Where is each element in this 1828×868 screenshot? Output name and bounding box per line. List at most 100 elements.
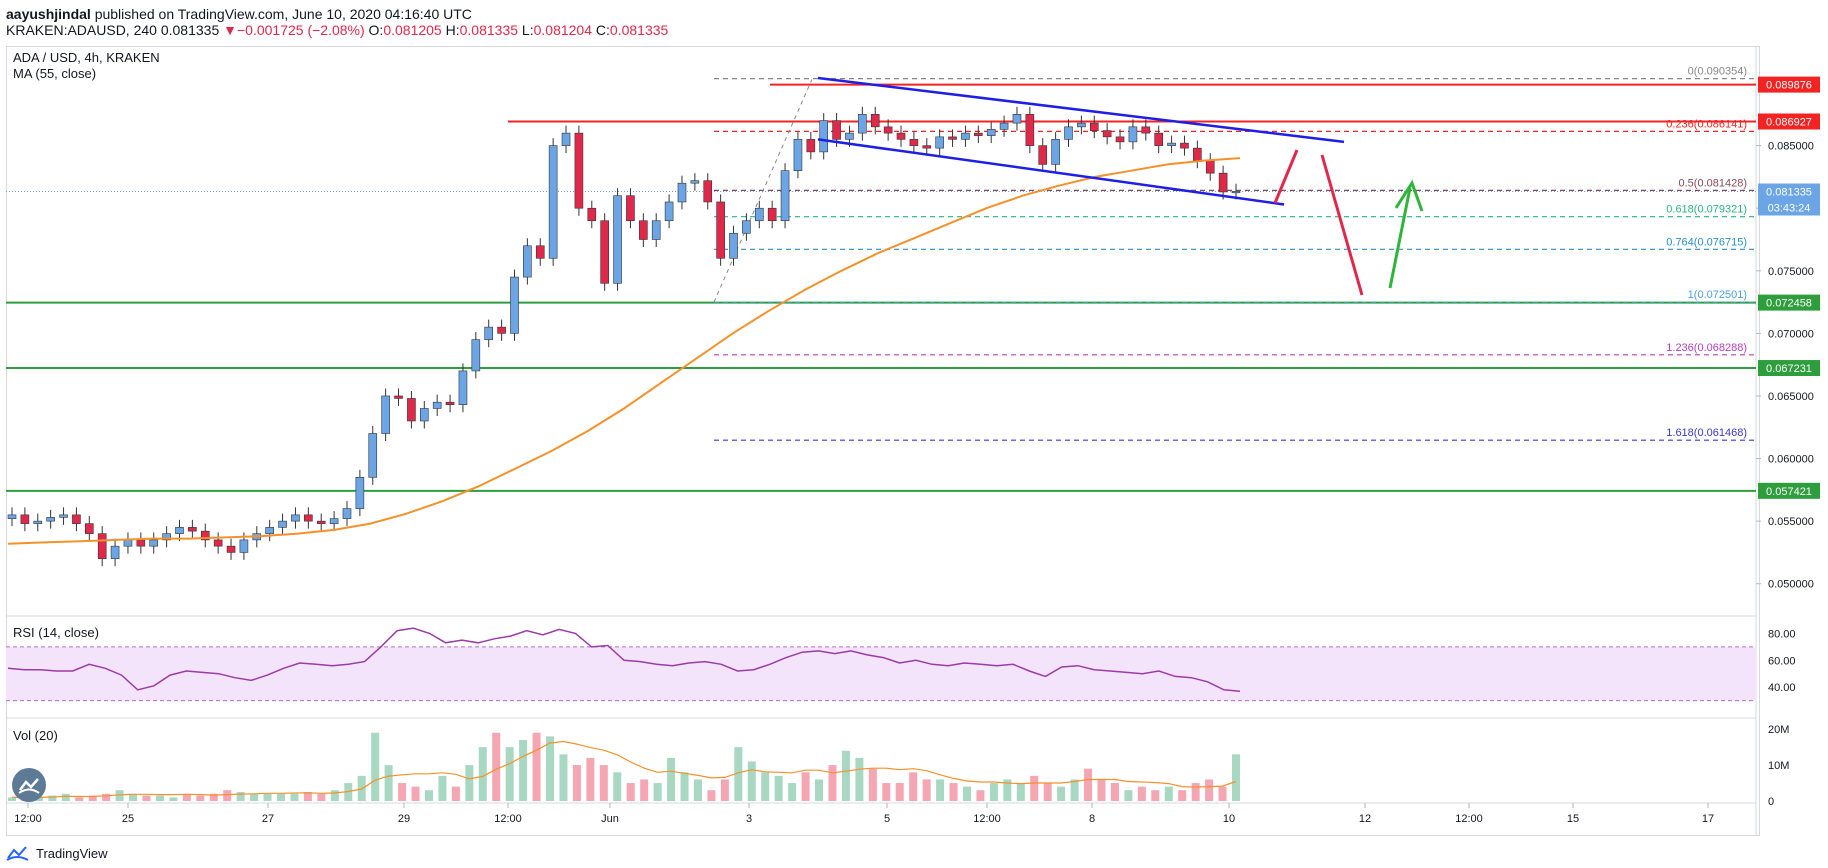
volume-bar [546,736,555,801]
green-arrow-head-icon [1394,179,1424,212]
volume-bar [1178,790,1187,801]
volume-bar [465,765,474,801]
candle-down [226,545,236,553]
candle-up [342,508,352,519]
volume-bar [989,783,998,801]
candle-up [59,514,68,518]
candle-up [690,180,700,184]
volume-bar [330,790,339,801]
volume-tick-label: 0 [1768,796,1774,808]
candle-up [664,201,674,222]
volume-bar [1110,783,1119,801]
volume-pane-title[interactable]: Vol (20) [13,728,58,743]
volume-bar [1043,783,1052,801]
candle-down [626,195,635,222]
candle-up [175,527,184,534]
candle-up [265,527,274,534]
candle-down [97,533,107,559]
volume-bar [384,765,393,801]
price-label-text: 0.067231 [1766,363,1812,375]
candle-up [1128,126,1138,143]
volume-bar [1016,783,1025,801]
rsi-pane-title[interactable]: RSI (14, close) [13,625,99,640]
low-label: L: [521,22,534,38]
price-label-box [1758,482,1820,499]
y-tick-label: 0.085000 [1768,141,1814,153]
volume-bar [1164,786,1173,801]
volume-bar [1003,779,1012,801]
candle-down [703,180,713,203]
last-price: 0.081335 [160,22,220,38]
price-label-box [1758,360,1820,377]
candle-down [767,207,777,222]
high-value: 0.081335 [459,22,519,38]
volume-bar [277,793,286,801]
volume-bar [492,732,501,801]
x-tick-label: 8 [1089,813,1095,825]
candle-up [149,539,159,547]
fib-level-label: 0.236(0.086141) [1666,118,1747,130]
candle-up [355,477,365,509]
candle-down [1180,142,1189,149]
candle-up [419,408,429,422]
x-tick-label: 10 [1223,813,1235,825]
volume-bar [720,779,729,801]
publish-line: aayushjindal published on TradingView.co… [6,4,472,24]
volume-bar [250,793,259,801]
price-label-text: 0.086927 [1766,117,1812,129]
ohlc-line: KRAKEN:ADAUSD, 240 0.081335 ▼−0.001725 (… [6,20,668,40]
volume-bar [115,790,124,801]
chart-frame [6,46,1760,836]
candle-up [999,122,1009,130]
candle-up [986,129,996,136]
candle-up [548,145,558,259]
x-tick-label: 12:00 [973,813,1001,825]
candle-up [510,276,519,334]
price-label-text: 0.057421 [1766,486,1812,498]
candle-down [1102,130,1112,138]
volume-bar [882,783,891,801]
volume-bar [936,779,945,801]
candle-down [948,136,957,140]
volume-bar [1030,775,1039,801]
candle-up [7,514,17,519]
candle-up [729,232,738,259]
volume-bar [223,790,232,801]
candle-down [1038,145,1048,165]
volume-bar [586,757,595,801]
volume-bar [169,797,178,801]
symbol-label: KRAKEN:ADAUSD, 240 [6,22,157,38]
candle-up [46,517,55,522]
volume-bar [263,793,272,801]
price-label-text: 0.072458 [1766,298,1812,310]
candle-down [316,520,326,524]
rsi-tick-label: 80.00 [1768,628,1796,640]
volume-bar [976,790,985,801]
x-tick-label: 27 [262,813,274,825]
volume-bar [761,772,770,801]
candle-up [368,433,378,478]
candle-down [1193,147,1202,161]
tradingview-badge-icon[interactable] [12,768,46,802]
ma-indicator-label[interactable]: MA (55, close) [13,66,97,81]
volume-bar [1151,790,1160,801]
x-tick-label: 15 [1567,813,1579,825]
volume-bar [8,797,16,801]
candle-up [754,207,764,222]
volume-bar [895,783,904,801]
author-name[interactable]: aayushjindal [6,6,91,22]
volume-bar [828,765,837,801]
open-value: 0.081205 [383,22,442,38]
volume-tick-label: 10M [1768,760,1789,772]
candle-down [883,126,893,134]
volume-bar [424,790,433,801]
y-tick-label: 0.050000 [1768,579,1814,591]
volume-bar [1124,790,1133,801]
price-label-box [1758,294,1820,311]
candle-up [162,533,171,541]
tradingview-logo-icon [6,846,29,861]
volume-bar [734,747,743,801]
x-tick-label: 12:00 [494,813,522,825]
footer-brand[interactable]: TradingView [36,845,108,861]
